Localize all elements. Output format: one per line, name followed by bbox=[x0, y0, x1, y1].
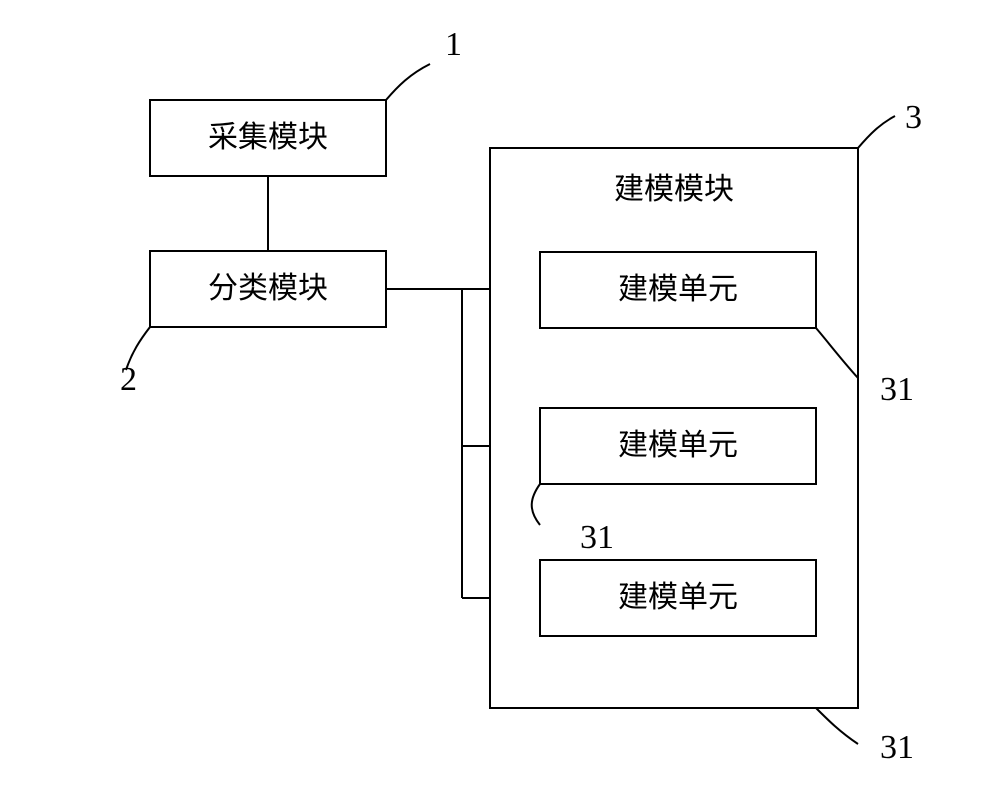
unit1-label: 建模单元 bbox=[618, 273, 738, 306]
callout-label-c31b: 31 bbox=[580, 519, 614, 556]
callout-leader-c3 bbox=[858, 116, 895, 148]
callout-label-c2: 2 bbox=[120, 361, 137, 398]
callout-label-c31a: 31 bbox=[880, 371, 914, 408]
callout-label-c31c: 31 bbox=[880, 729, 914, 766]
callout-label-c1: 1 bbox=[445, 26, 462, 63]
callout-leader-c1 bbox=[386, 64, 430, 100]
callout-leader-c31c bbox=[816, 708, 858, 744]
unit3-label: 建模单元 bbox=[618, 581, 738, 614]
unit2-label: 建模单元 bbox=[618, 429, 738, 462]
modeling-module-title: 建模模块 bbox=[614, 173, 734, 206]
callout-label-c3: 3 bbox=[905, 99, 922, 136]
collect-label: 采集模块 bbox=[208, 121, 328, 154]
block-diagram: 建模模块采集模块分类模块建模单元建模单元建模单元132313131 bbox=[0, 0, 1000, 790]
classify-label: 分类模块 bbox=[208, 272, 328, 305]
